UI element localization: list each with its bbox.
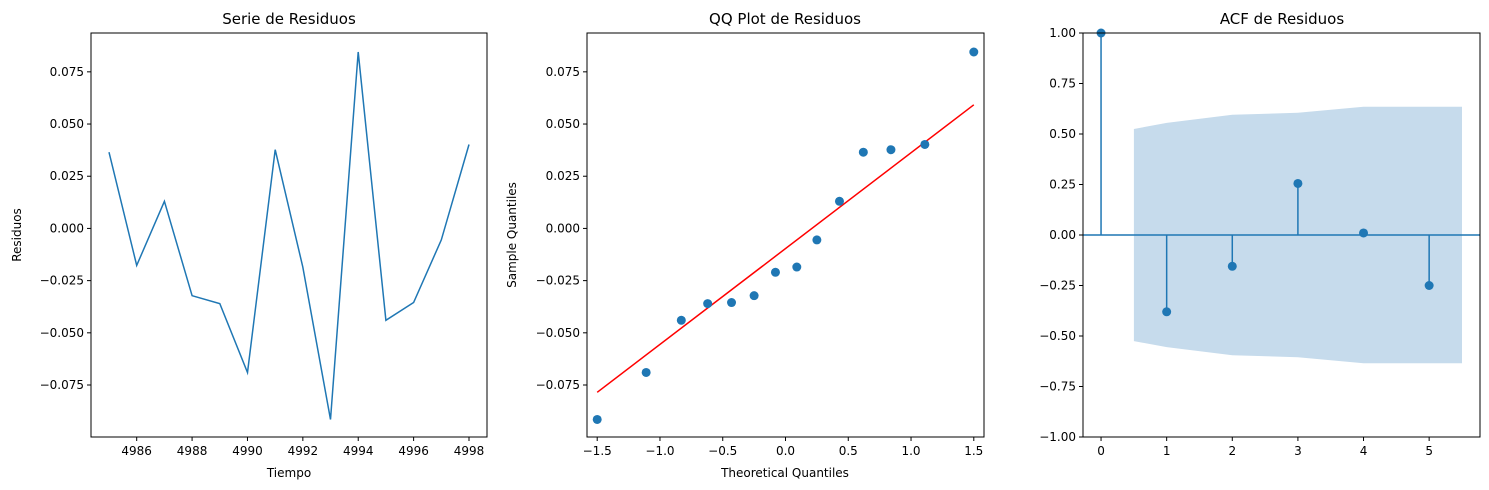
- qq-point: [749, 291, 759, 301]
- residual-series-ylabel: Residuos: [10, 208, 24, 262]
- acf-ytick-label: −0.75: [1039, 380, 1076, 394]
- residual-series-frame: [90, 32, 488, 438]
- acf-ytick-label: −0.25: [1039, 279, 1076, 293]
- residual-series-ytick-label: 0.075: [50, 65, 84, 79]
- residual-series-xtick-label: 4998: [454, 444, 485, 458]
- qq-plot-ytick-label: −0.050: [536, 326, 580, 340]
- residual-series-xtick-label: 4996: [398, 444, 429, 458]
- qq-plot-xtick-label: −0.5: [708, 444, 737, 458]
- qq-plot-panel: QQ Plot de Residuos −1.5 −1.0 −0.5 0.0 0.5 1.…: [505, 10, 985, 480]
- acf-ytick-label: 0.50: [1049, 127, 1076, 141]
- residual-series-xtick-label: 4994: [343, 444, 374, 458]
- residual-series-xtick-label: 4990: [232, 444, 263, 458]
- residual-series-ytick-label: 0.050: [50, 117, 84, 131]
- acf-xtick-label: 1: [1163, 444, 1171, 458]
- qq-plot-ylabel: Sample Quantiles: [505, 182, 519, 288]
- qq-point: [676, 315, 686, 325]
- acf-ytick-label: −0.50: [1039, 329, 1076, 343]
- residual-series-line: [108, 51, 470, 420]
- qq-plot-ytick-label: −0.025: [536, 274, 580, 288]
- acf-marker: [1227, 261, 1237, 271]
- acf-xtick-label: 2: [1228, 444, 1236, 458]
- qq-point: [727, 298, 737, 308]
- qq-point: [834, 196, 844, 206]
- acf-ytick-label: −1.00: [1039, 430, 1076, 444]
- qq-plot-frame: [586, 32, 985, 438]
- acf-ytick-label: 0.75: [1049, 77, 1076, 91]
- residual-series-ytick-label: −0.050: [40, 326, 84, 340]
- qq-plot-title: QQ Plot de Residuos: [709, 10, 861, 28]
- residual-series-ytick-label: 0.000: [50, 221, 84, 235]
- qq-plot-xtick-label: −1.0: [645, 444, 674, 458]
- acf-panel: ACF de Residuos 0 1 2 3 4 5 −1.00 −0.75 −0.50 −0.…: [1039, 10, 1481, 458]
- qq-point: [920, 139, 930, 149]
- qq-plot-xtick-label: 0.5: [839, 444, 858, 458]
- qq-plot-xtick-label: 1.5: [964, 444, 983, 458]
- qq-plot-ytick-label: 0.075: [546, 65, 580, 79]
- qq-point: [792, 262, 802, 272]
- residual-series-ytick-label: 0.025: [50, 169, 84, 183]
- qq-plot-xlabel: Theoretical Quantiles: [720, 466, 849, 480]
- qq-plot-xtick-label: 1.0: [901, 444, 920, 458]
- qq-point: [770, 267, 780, 277]
- qq-plot-xtick-label: 0.0: [776, 444, 795, 458]
- residual-series-ytick-label: −0.025: [40, 274, 84, 288]
- qq-plot-ytick-label: 0.050: [546, 117, 580, 131]
- qq-point: [886, 145, 896, 155]
- qq-plot-ytick-label: 0.025: [546, 169, 580, 183]
- acf-marker: [1424, 281, 1434, 290]
- acf-marker: [1293, 178, 1303, 188]
- acf-xtick-label: 5: [1425, 444, 1433, 458]
- qq-point: [858, 147, 868, 157]
- residual-series-xtick-label: 4986: [121, 444, 152, 458]
- qq-plot-ytick-label: −0.075: [536, 378, 580, 392]
- qq-point: [969, 47, 979, 57]
- acf-ytick-label: 0.25: [1049, 178, 1076, 192]
- acf-title: ACF de Residuos: [1220, 10, 1345, 28]
- acf-ytick-label: 0.00: [1049, 228, 1076, 242]
- residual-series-xlabel: Tiempo: [266, 466, 311, 480]
- qq-plot-ytick-label: 0.000: [546, 221, 580, 235]
- residual-series-xtick-label: 4988: [177, 444, 208, 458]
- residual-series-ytick-label: −0.075: [40, 378, 84, 392]
- acf-ytick-label: 1.00: [1049, 26, 1076, 40]
- qq-point: [703, 299, 713, 309]
- acf-marker: [1162, 307, 1172, 317]
- residual-series-title: Serie de Residuos: [222, 10, 356, 28]
- qq-plot-xtick-label: −1.5: [583, 444, 612, 458]
- acf-xtick-label: 3: [1294, 444, 1302, 458]
- qq-fit-line: [596, 104, 975, 393]
- qq-point: [812, 235, 822, 245]
- qq-point: [641, 367, 651, 377]
- residual-series-xtick-label: 4992: [288, 444, 319, 458]
- acf-xtick-label: 0: [1097, 444, 1105, 458]
- acf-frame: [1082, 32, 1481, 438]
- acf-marker: [1359, 228, 1369, 238]
- residual-series-panel: Serie de Residuos 4986 4988 4990 4992 4994 49…: [10, 10, 488, 480]
- qq-point: [592, 414, 602, 424]
- acf-xtick-label: 4: [1360, 444, 1368, 458]
